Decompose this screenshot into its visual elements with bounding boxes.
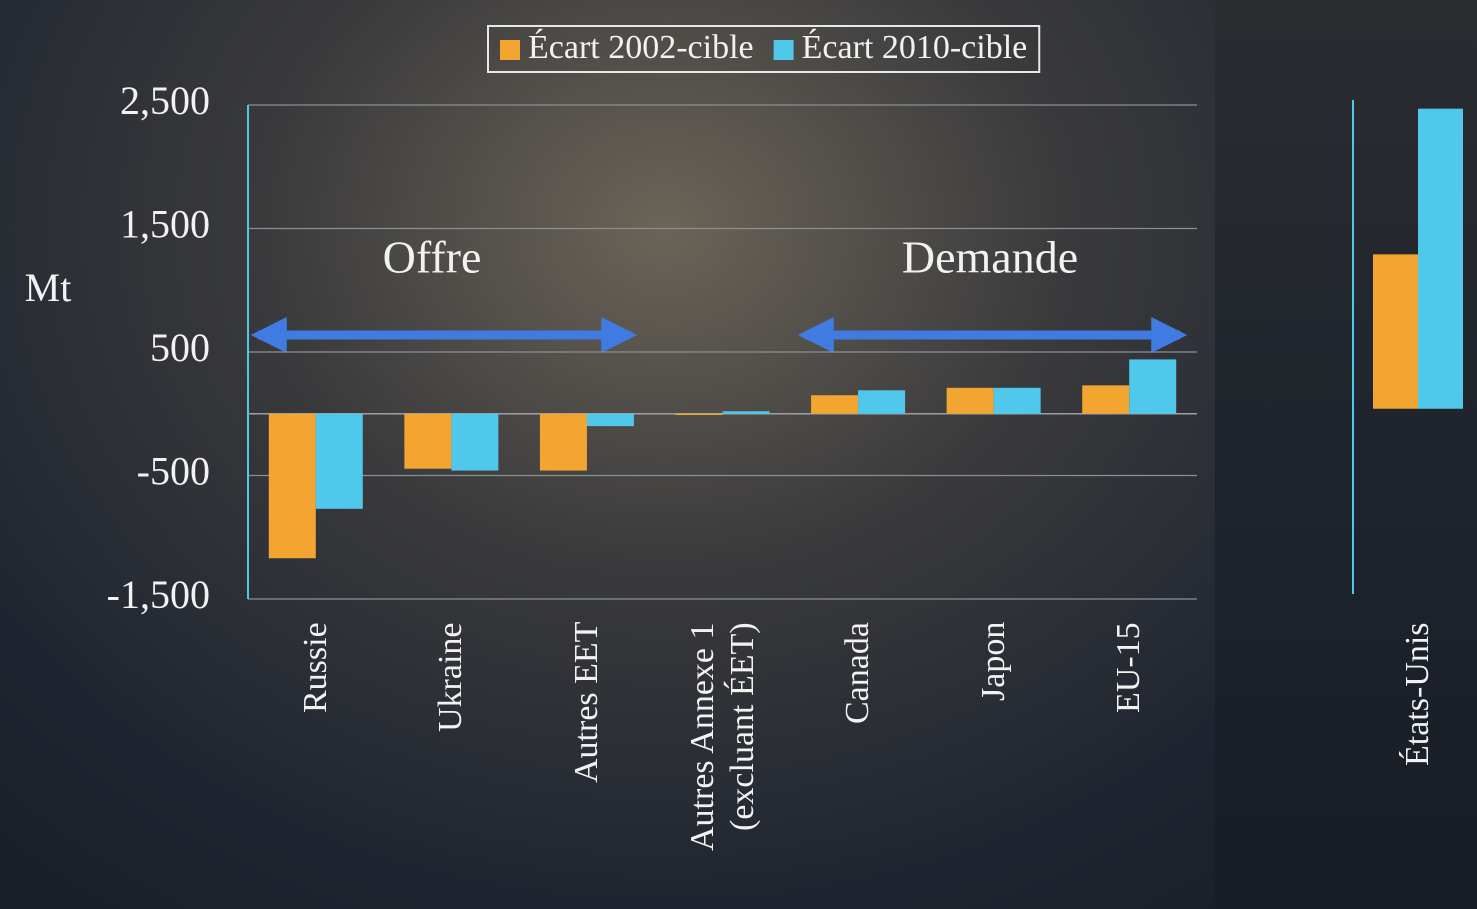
y-tick-label: 2,500 xyxy=(120,78,210,123)
y-tick-label: -1,500 xyxy=(107,572,210,617)
legend-label: Écart 2010-cible xyxy=(802,29,1028,66)
bar xyxy=(315,413,363,509)
bar xyxy=(675,413,723,415)
x-tick-label: Autres Annexe 1 (excluant ÉET) xyxy=(683,622,761,851)
legend-swatch xyxy=(500,40,520,60)
legend-box xyxy=(487,25,1041,73)
x-tick-label: Ukraine xyxy=(432,622,470,732)
bar xyxy=(993,387,1041,414)
bar xyxy=(722,411,770,414)
x-tick-label: États-Unis xyxy=(1399,622,1436,766)
bar xyxy=(811,395,859,414)
bar xyxy=(539,413,587,471)
x-tick-label: EU-15 xyxy=(1110,622,1148,713)
legend-label: Écart 2002-cible xyxy=(528,29,754,66)
bar xyxy=(1373,254,1418,409)
bar xyxy=(404,413,452,469)
x-tick-label: Japon xyxy=(974,622,1012,702)
annotation: Demande xyxy=(902,232,1078,283)
x-tick-label: Russie xyxy=(296,622,334,713)
bar xyxy=(858,390,906,414)
x-tick-label: Autres EET xyxy=(567,622,605,784)
y-axis-label: Mt xyxy=(25,265,72,310)
annotation: Offre xyxy=(383,232,482,283)
bar xyxy=(451,413,499,471)
y-tick-label: 500 xyxy=(150,325,210,370)
bar xyxy=(946,387,994,414)
bar xyxy=(1129,359,1177,414)
bar xyxy=(1418,108,1463,409)
y-tick-label: -500 xyxy=(137,449,210,494)
legend-swatch xyxy=(773,40,794,60)
x-tick-label: Canada xyxy=(839,622,877,724)
bar xyxy=(1082,385,1130,414)
bar xyxy=(586,413,634,427)
bar xyxy=(268,413,316,559)
y-tick-label: 1,500 xyxy=(120,202,210,247)
